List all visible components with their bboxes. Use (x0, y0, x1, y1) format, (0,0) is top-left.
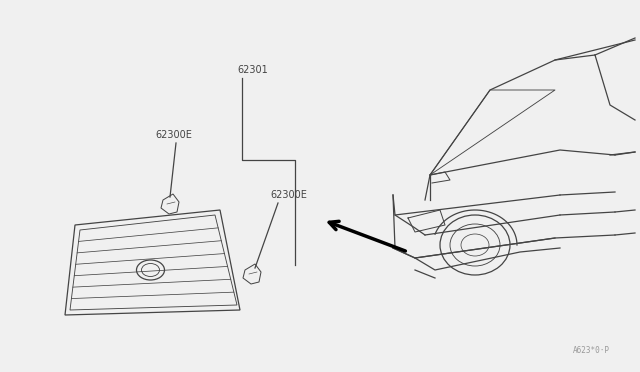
Text: 62300E: 62300E (270, 190, 307, 200)
Text: A623*0·P: A623*0·P (573, 346, 610, 355)
Text: 62301: 62301 (237, 65, 268, 75)
Text: 62300E: 62300E (155, 130, 192, 140)
